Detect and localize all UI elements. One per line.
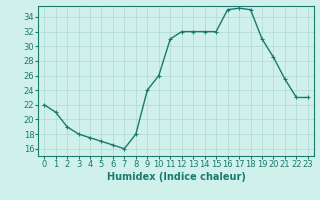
X-axis label: Humidex (Indice chaleur): Humidex (Indice chaleur) [107,172,245,182]
